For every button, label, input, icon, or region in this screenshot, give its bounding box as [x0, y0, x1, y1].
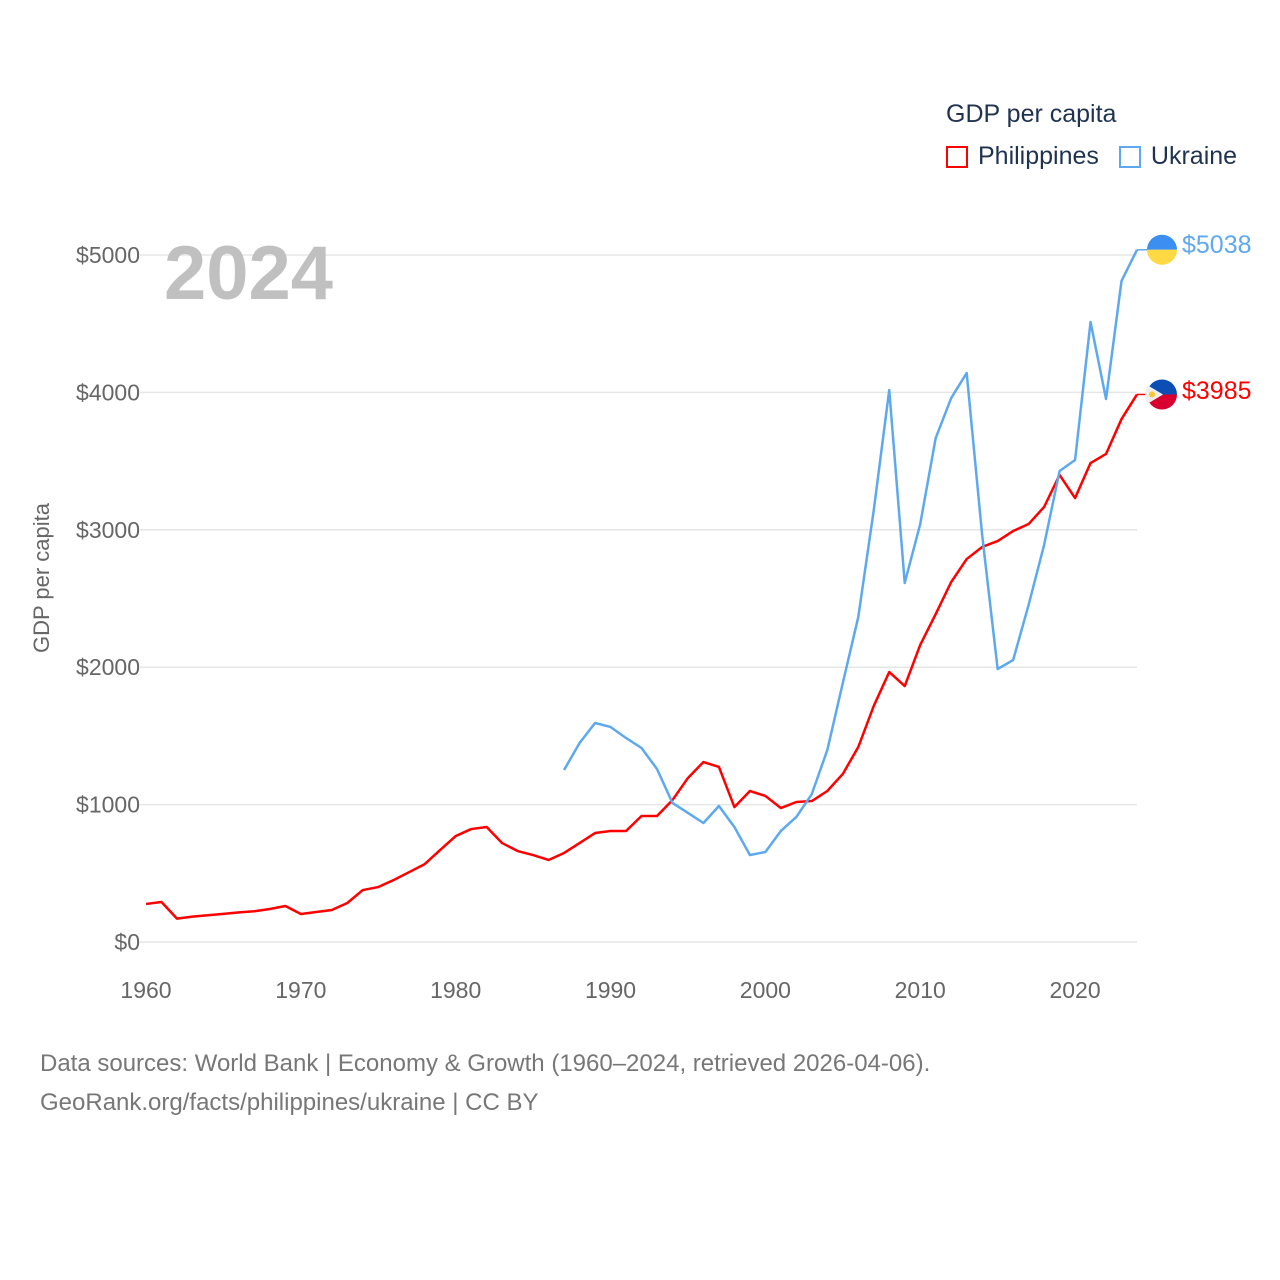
y-tick-label: $1000 — [76, 792, 140, 818]
legend-label-ukraine[interactable]: Ukraine — [1150, 142, 1238, 170]
year-label: 2024 — [164, 231, 334, 316]
y-tick-label: $0 — [114, 929, 140, 955]
data-source-text: Data sources: World Bank | Economy & Gro… — [40, 1050, 931, 1077]
ukraine-flag-icon — [1147, 234, 1177, 250]
sun-icon — [1149, 391, 1155, 398]
attribution-link[interactable]: GeoRank.org/facts/philippines/ukraine | … — [40, 1089, 539, 1116]
y-tick-label: $3000 — [76, 517, 140, 543]
series-line-philippines — [145, 393, 1139, 920]
x-tick-label: 1990 — [585, 977, 636, 1003]
x-tick-label: 1970 — [275, 977, 326, 1003]
y-axis-label: GDP per capita — [29, 502, 54, 654]
y-tick-label: $2000 — [76, 654, 140, 680]
series-line-ukraine — [562, 249, 1139, 857]
end-label-ukraine: $5038 — [1182, 231, 1252, 259]
x-tick-label: 2010 — [895, 977, 946, 1003]
y-tick-label: $4000 — [76, 379, 140, 405]
x-tick-label: 1960 — [120, 977, 171, 1003]
x-tick-label: 2000 — [740, 977, 791, 1003]
legend-swatch-ukraine[interactable] — [1118, 145, 1141, 168]
footer: Data sources: World Bank | Economy & Gro… — [40, 1044, 930, 1122]
legend-title: GDP per capita — [946, 100, 1117, 128]
x-tick-label: 2020 — [1049, 977, 1100, 1003]
legend: Philippines Ukraine — [946, 142, 1237, 171]
legend-swatch-philippines[interactable] — [946, 145, 968, 168]
y-tick-label: $5000 — [76, 242, 140, 268]
legend-label-philippines[interactable]: Philippines — [978, 142, 1099, 170]
end-label-philippines: $3985 — [1182, 377, 1252, 405]
x-tick-label: 1980 — [430, 977, 481, 1003]
ukraine-flag-icon — [1147, 249, 1177, 265]
